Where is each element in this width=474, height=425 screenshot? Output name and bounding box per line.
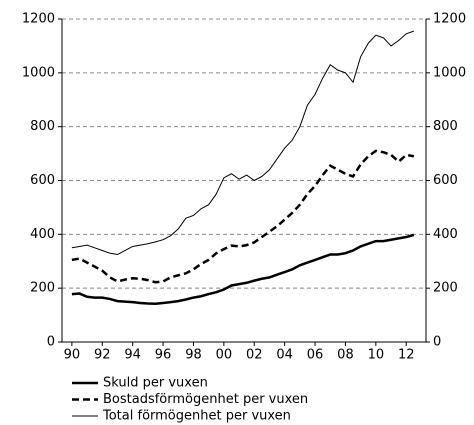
y-tick-label: 0 <box>47 335 55 350</box>
x-tick-label: 04 <box>276 348 293 363</box>
y-tick-label: 1200 <box>22 12 55 27</box>
y-tick-label: 600 <box>30 173 55 188</box>
x-tick-label: 96 <box>155 348 172 363</box>
x-tick-label: 00 <box>216 348 233 363</box>
x-tick-label: 98 <box>185 348 202 363</box>
y2-tick-label: 1000 <box>433 65 466 80</box>
y2-tick-label: 1200 <box>433 12 466 27</box>
y-tick-label: 800 <box>30 119 55 134</box>
y-tick-label: 400 <box>30 227 55 242</box>
x-tick-label: 90 <box>64 348 81 363</box>
x-tick-label: 02 <box>246 348 263 363</box>
x-tick-label: 06 <box>307 348 324 363</box>
series-line <box>71 30 415 256</box>
y2-tick-label: 600 <box>433 173 458 188</box>
y2-tick-label: 200 <box>433 281 458 296</box>
x-tick-label: 94 <box>124 348 141 363</box>
x-tick-label: 08 <box>337 348 354 363</box>
y2-tick-label: 800 <box>433 119 458 134</box>
series-line <box>71 149 415 284</box>
y2-tick-label: 0 <box>433 335 441 350</box>
x-tick-label: 12 <box>398 348 415 363</box>
x-tick-label: 10 <box>368 348 385 363</box>
y2-tick-label: 400 <box>433 227 458 242</box>
legend-label: Skuld per vuxen <box>103 376 208 391</box>
series-line <box>71 233 415 306</box>
legend-label: Total förmögenhet per vuxen <box>102 409 291 424</box>
y-tick-label: 200 <box>30 281 55 296</box>
y-tick-label: 1000 <box>22 65 55 80</box>
x-tick-label: 92 <box>94 348 111 363</box>
legend-label: Bostadsförmögenhet per vuxen <box>103 392 308 407</box>
